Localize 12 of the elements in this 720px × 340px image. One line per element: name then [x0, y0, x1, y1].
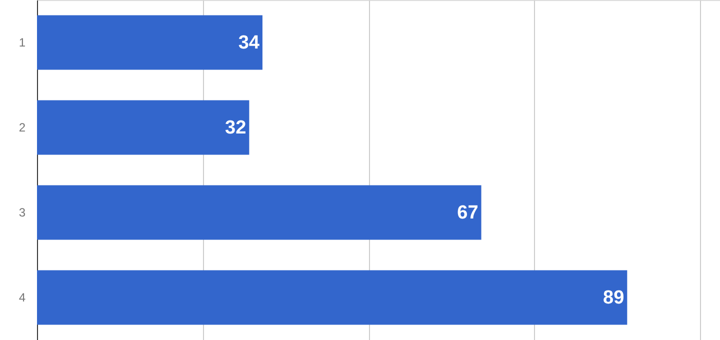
y-tick-label: 3	[18, 206, 26, 220]
data-label: 89	[603, 288, 624, 308]
data-label: 34	[238, 32, 260, 54]
y-tick-label: 1	[18, 36, 26, 50]
data-label: 32	[225, 118, 246, 138]
bar	[37, 270, 628, 325]
bar	[37, 15, 262, 70]
y-tick-label: 2	[18, 120, 26, 134]
bar	[37, 100, 250, 155]
y-tick-label: 4	[18, 290, 26, 304]
bar	[37, 185, 482, 240]
data-label: 67	[457, 202, 478, 224]
